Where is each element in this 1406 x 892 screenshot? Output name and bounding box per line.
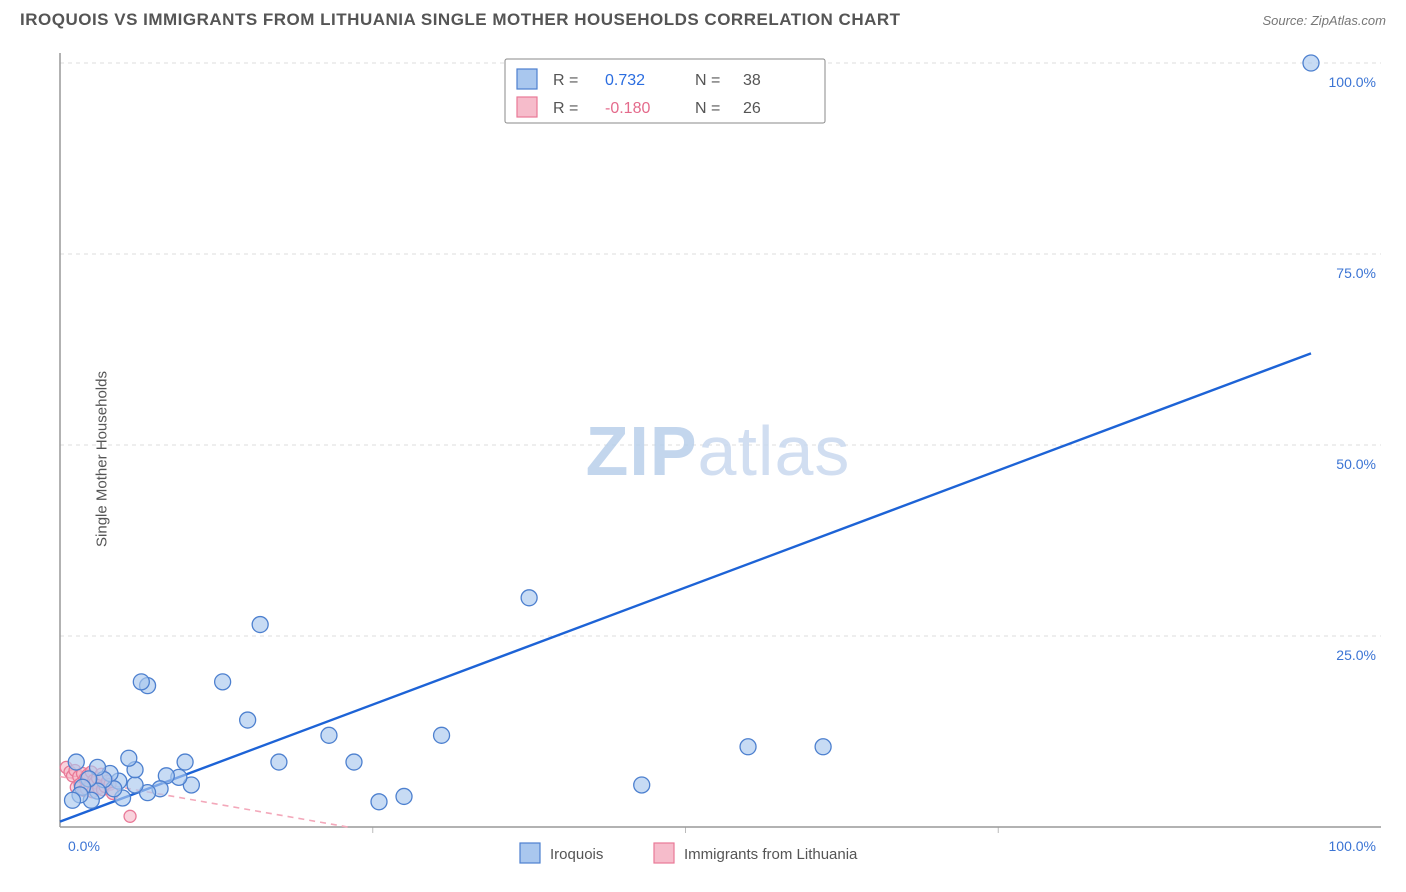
data-point — [124, 810, 136, 822]
data-point — [740, 739, 756, 755]
legend-series-label: Immigrants from Lithuania — [684, 846, 858, 863]
data-point — [634, 777, 650, 793]
legend-r-label: R = — [553, 100, 578, 117]
data-point — [121, 750, 137, 766]
data-point — [815, 739, 831, 755]
data-point — [346, 754, 362, 770]
y-tick-label: 75.0% — [1336, 265, 1376, 281]
x-max-label: 100.0% — [1329, 838, 1376, 854]
data-point — [396, 788, 412, 804]
legend-n-label: N = — [695, 100, 720, 117]
source-prefix: Source: — [1262, 13, 1310, 28]
data-point — [271, 754, 287, 770]
legend-r-value: -0.180 — [605, 100, 650, 117]
y-tick-label: 50.0% — [1336, 456, 1376, 472]
source-site: ZipAtlas.com — [1311, 13, 1386, 28]
data-point — [240, 712, 256, 728]
chart-area: Single Mother Households 25.0% 50.0% 75.0%… — [50, 45, 1386, 872]
source-attribution: Source: ZipAtlas.com — [1262, 13, 1386, 28]
scatter-chart: 25.0% 50.0% 75.0% 100.0% ZIPatlas 0.0% 100.0% R… — [50, 45, 1386, 872]
data-point — [68, 754, 84, 770]
legend-swatch — [517, 97, 537, 117]
data-point — [65, 792, 81, 808]
legend-n-value: 38 — [743, 72, 761, 89]
legend-series-label: Iroquois — [550, 846, 603, 863]
y-tick-label: 25.0% — [1336, 647, 1376, 663]
chart-header: IROQUOIS VS IMMIGRANTS FROM LITHUANIA SI… — [0, 0, 1406, 36]
legend-n-label: N = — [695, 72, 720, 89]
data-point — [371, 794, 387, 810]
chart-title: IROQUOIS VS IMMIGRANTS FROM LITHUANIA SI… — [20, 10, 901, 30]
data-point — [521, 590, 537, 606]
data-point — [252, 617, 268, 633]
legend-swatch — [520, 843, 540, 863]
legend-r-label: R = — [553, 72, 578, 89]
data-point — [177, 754, 193, 770]
series-legend: Iroquois Immigrants from Lithuania — [520, 843, 858, 863]
x-origin-label: 0.0% — [68, 838, 100, 854]
legend-swatch — [517, 69, 537, 89]
data-point — [434, 727, 450, 743]
data-point — [1303, 55, 1319, 71]
data-point — [133, 674, 149, 690]
watermark: ZIPatlas — [586, 412, 851, 490]
data-point — [321, 727, 337, 743]
legend-n-value: 26 — [743, 100, 761, 117]
legend-r-value: 0.732 — [605, 72, 645, 89]
data-point — [127, 777, 143, 793]
legend-swatch — [654, 843, 674, 863]
data-point — [215, 674, 231, 690]
y-tick-label: 100.0% — [1329, 74, 1376, 90]
y-axis-label: Single Mother Households — [93, 371, 110, 547]
